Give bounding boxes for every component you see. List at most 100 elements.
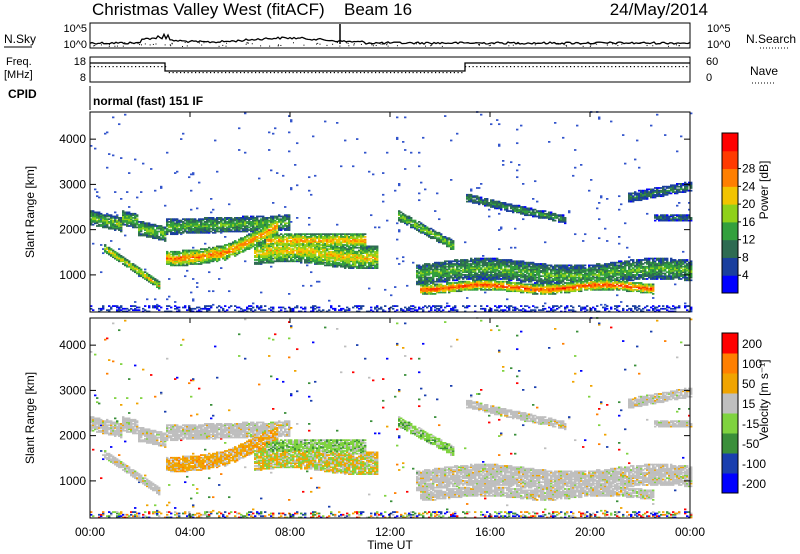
power-cell bbox=[454, 264, 457, 267]
power-cell bbox=[194, 223, 197, 226]
power-cell bbox=[186, 260, 189, 263]
power-cell bbox=[376, 245, 379, 248]
power-cell bbox=[318, 309, 321, 312]
power-cell bbox=[134, 214, 137, 217]
power-cell bbox=[226, 244, 229, 246]
power-cell bbox=[454, 309, 457, 312]
power-cell bbox=[104, 222, 107, 225]
power-cell bbox=[468, 193, 471, 196]
power-cell bbox=[324, 255, 327, 257]
power-cell bbox=[456, 268, 459, 271]
power-cell bbox=[308, 245, 311, 248]
power-cell bbox=[198, 225, 201, 227]
power-cell bbox=[428, 229, 431, 231]
power-cell bbox=[246, 221, 249, 223]
power-cell bbox=[244, 229, 247, 231]
power-cell bbox=[94, 212, 97, 215]
power-cell bbox=[336, 265, 339, 268]
power-cell bbox=[212, 253, 215, 256]
power-cell bbox=[316, 260, 319, 263]
power-cell bbox=[510, 265, 513, 268]
power-cell bbox=[148, 310, 151, 313]
power-cell bbox=[486, 200, 489, 203]
power-cell bbox=[224, 244, 227, 246]
power-cell bbox=[346, 237, 349, 240]
power-cell bbox=[126, 264, 129, 267]
power-cell bbox=[226, 229, 229, 231]
power-cell bbox=[234, 219, 237, 222]
power-cell bbox=[262, 255, 265, 257]
power-cell bbox=[100, 215, 103, 218]
power-cell bbox=[434, 290, 437, 293]
power-cell bbox=[360, 257, 363, 260]
power-cell bbox=[126, 310, 129, 313]
power-cell bbox=[204, 307, 207, 310]
power-cell bbox=[290, 221, 293, 223]
power-cell bbox=[474, 263, 477, 265]
power-cell bbox=[214, 227, 217, 230]
power-cell bbox=[150, 236, 153, 238]
power-cell bbox=[172, 231, 175, 234]
power-cell bbox=[202, 226, 205, 229]
power-cell bbox=[474, 200, 477, 203]
power-cell bbox=[190, 219, 193, 222]
power-cell bbox=[104, 223, 107, 226]
power-cell bbox=[148, 280, 151, 283]
power-cell bbox=[314, 238, 317, 241]
power-cell bbox=[252, 241, 255, 244]
power-cell bbox=[342, 260, 345, 263]
power-cell bbox=[284, 238, 287, 241]
power-cell bbox=[476, 276, 479, 279]
nave-point bbox=[206, 72, 208, 74]
power-cell bbox=[352, 255, 355, 257]
power-cell bbox=[192, 172, 195, 174]
power-cell bbox=[254, 223, 257, 226]
power-cell bbox=[250, 221, 253, 223]
power-cell bbox=[136, 221, 139, 223]
power-cell bbox=[306, 238, 309, 241]
power-cell bbox=[106, 219, 109, 222]
power-cell bbox=[458, 260, 461, 263]
power-cell bbox=[190, 208, 193, 211]
power-cell bbox=[308, 259, 311, 261]
power-cell bbox=[352, 242, 355, 245]
power-cell bbox=[446, 275, 449, 278]
power-cell bbox=[146, 233, 149, 236]
power-cell bbox=[266, 253, 269, 256]
power-cell bbox=[478, 283, 481, 286]
power-cell bbox=[260, 236, 263, 238]
power-cell bbox=[482, 264, 485, 267]
power-cell bbox=[280, 306, 283, 309]
power-cell bbox=[154, 231, 157, 234]
power-cell bbox=[270, 249, 273, 252]
power-cell bbox=[250, 309, 253, 312]
power-cell bbox=[244, 112, 247, 115]
power-cell bbox=[322, 263, 325, 265]
power-cell bbox=[422, 136, 425, 139]
nsearch-point bbox=[222, 44, 224, 46]
power-cell bbox=[422, 279, 425, 282]
power-cell bbox=[342, 241, 345, 244]
power-cell bbox=[468, 271, 471, 274]
power-cell bbox=[492, 261, 495, 264]
power-cell bbox=[138, 268, 141, 271]
power-cell bbox=[440, 236, 443, 238]
power-cell bbox=[334, 309, 337, 312]
power-cell bbox=[276, 252, 279, 255]
power-cell bbox=[266, 217, 269, 219]
power-cell bbox=[194, 231, 197, 234]
power-cell bbox=[296, 217, 299, 219]
power-cell bbox=[206, 307, 209, 310]
power-cell bbox=[274, 242, 277, 245]
power-cell bbox=[206, 221, 209, 223]
power-cell bbox=[440, 272, 443, 275]
power-cell bbox=[290, 240, 293, 242]
power-cell bbox=[230, 221, 233, 223]
power-cell bbox=[344, 252, 347, 255]
power-cell bbox=[152, 237, 155, 240]
power-cell bbox=[276, 226, 279, 229]
power-cell bbox=[230, 218, 233, 221]
power-cell bbox=[334, 261, 337, 264]
power-cell bbox=[494, 288, 497, 291]
power-cell bbox=[346, 257, 349, 260]
